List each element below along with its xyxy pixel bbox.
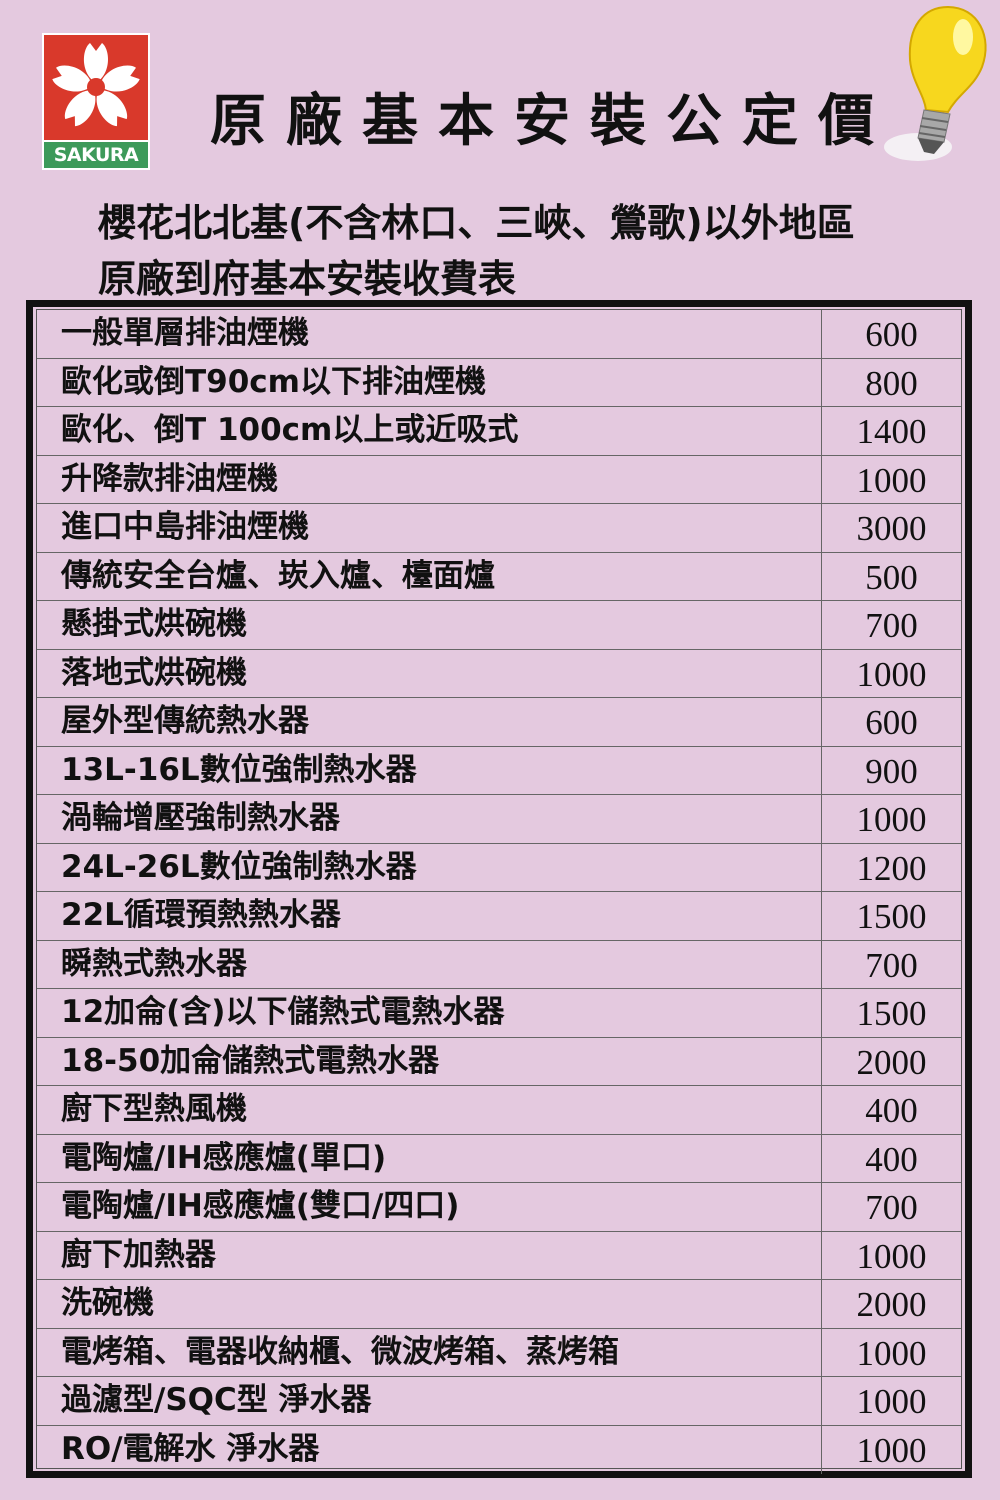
item-price: 1000 (821, 1328, 961, 1376)
item-price: 400 (821, 1086, 961, 1134)
item-name: 廚下加熱器 (61, 1236, 216, 1273)
item-name: 渦輪增壓強制熱水器 (61, 800, 340, 836)
table-row: 13L-16L數位強制熱水器 900 (37, 746, 961, 795)
price-table: 一般單層排油煙機 600 歐化或倒T90cm以下排油煙機 800 歐化、倒T 100cm… (26, 300, 972, 1478)
item-price: 1500 (821, 989, 961, 1037)
item-name: 18-50加侖儲熱式電熱水器 (61, 1042, 440, 1079)
item-price: 1000 (821, 1377, 961, 1425)
item-name: 電陶爐/IH感應爐(雙口/四口) (61, 1188, 460, 1224)
item-name: 過濾型/SQC型 淨水器 (61, 1382, 372, 1418)
item-name: 12加侖(含)以下儲熱式電熱水器 (61, 994, 505, 1030)
logo-red-panel (44, 35, 148, 140)
item-price: 2000 (821, 1037, 961, 1085)
subtitle-line-2: 原廠到府基本安裝收費表 (98, 257, 517, 301)
table-row: 懸掛式烘碗機 700 (37, 601, 961, 650)
table-row: 過濾型/SQC型 淨水器 1000 (37, 1377, 961, 1426)
table-row: 廚下加熱器 1000 (37, 1231, 961, 1280)
item-price: 700 (821, 1183, 961, 1231)
item-price: 1200 (821, 843, 961, 891)
item-name: 廚下型熱風機 (61, 1091, 247, 1127)
table-row: 屋外型傳統熱水器 600 (37, 698, 961, 747)
table-row: 升降款排油煙機 1000 (37, 455, 961, 504)
item-name: 傳統安全台爐、崁入爐、檯面爐 (61, 557, 495, 594)
table-row: 傳統安全台爐、崁入爐、檯面爐 500 (37, 552, 961, 601)
item-name: 洗碗機 (61, 1285, 154, 1321)
table-row: 洗碗機 2000 (37, 1280, 961, 1329)
sakura-logo: SAKURA (42, 33, 150, 170)
table-row: 廚下型熱風機 400 (37, 1086, 961, 1135)
lightbulb-icon (884, 5, 987, 161)
table-row: 一般單層排油煙機 600 (37, 310, 961, 359)
item-price: 600 (821, 698, 961, 746)
table-row: 渦輪增壓強制熱水器 1000 (37, 795, 961, 844)
table-row: 電烤箱、電器收納櫃、微波烤箱、蒸烤箱 1000 (37, 1328, 961, 1377)
item-name: 懸掛式烘碗機 (61, 606, 247, 642)
item-price: 1400 (821, 407, 961, 455)
item-name: 電烤箱、電器收納櫃、微波烤箱、蒸烤箱 (61, 1333, 619, 1370)
table-row: 歐化、倒T 100cm以上或近吸式 1400 (37, 407, 961, 456)
item-name: 屋外型傳統熱水器 (61, 703, 309, 739)
page-title: 原廠基本安裝公定價 (210, 89, 894, 154)
table-row: 進口中島排油煙機 3000 (37, 504, 961, 553)
item-name: 24L-26L數位強制熱水器 (61, 848, 417, 885)
item-name: 升降款排油煙機 (61, 460, 278, 497)
item-price: 600 (821, 310, 961, 358)
item-price: 1000 (821, 795, 961, 843)
item-name: 落地式烘碗機 (61, 654, 247, 691)
item-price: 700 (821, 940, 961, 988)
item-name: 進口中島排油煙機 (61, 509, 309, 545)
table-row: 落地式烘碗機 1000 (37, 649, 961, 698)
item-price: 1000 (821, 649, 961, 697)
table-row: 12加侖(含)以下儲熱式電熱水器 1500 (37, 989, 961, 1038)
item-price: 800 (821, 358, 961, 406)
item-price: 900 (821, 746, 961, 794)
table-row: 電陶爐/IH感應爐(單口) 400 (37, 1134, 961, 1183)
subtitle-line-1: 櫻花北北基(不含林口、三峽、鶯歌)以外地區 (98, 201, 855, 245)
item-name: 一般單層排油煙機 (61, 315, 309, 351)
table-row: 18-50加侖儲熱式電熱水器 2000 (37, 1037, 961, 1086)
item-name: 13L-16L數位強制熱水器 (61, 751, 417, 788)
table-row: 歐化或倒T90cm以下排油煙機 800 (37, 358, 961, 407)
item-price: 1000 (821, 1425, 961, 1474)
item-name: 電陶爐/IH感應爐(單口) (61, 1139, 387, 1176)
item-price: 700 (821, 601, 961, 649)
table-row: RO/電解水 淨水器 1000 (37, 1425, 961, 1474)
item-name: 22L循環預熱熱水器 (61, 897, 341, 933)
table-row: 瞬熱式熱水器 700 (37, 940, 961, 989)
item-name: 歐化或倒T90cm以下排油煙機 (61, 363, 486, 400)
item-name: 歐化、倒T 100cm以上或近吸式 (61, 412, 519, 448)
item-price: 1500 (821, 892, 961, 940)
item-price: 2000 (821, 1280, 961, 1328)
item-price: 400 (821, 1134, 961, 1182)
item-price: 1000 (821, 1231, 961, 1279)
price-table-body: 一般單層排油煙機 600 歐化或倒T90cm以下排油煙機 800 歐化、倒T 100cm… (36, 309, 962, 1474)
item-price: 1000 (821, 455, 961, 503)
table-row: 22L循環預熱熱水器 1500 (37, 892, 961, 941)
logo-brand-text: SAKURA (44, 142, 148, 168)
table-row: 24L-26L數位強制熱水器 1200 (37, 843, 961, 892)
cherry-blossom-icon (50, 43, 142, 130)
item-price: 500 (821, 552, 961, 600)
item-name: RO/電解水 淨水器 (61, 1430, 320, 1467)
table-row: 電陶爐/IH感應爐(雙口/四口) 700 (37, 1183, 961, 1232)
item-name: 瞬熱式熱水器 (61, 945, 247, 982)
item-price: 3000 (821, 504, 961, 552)
